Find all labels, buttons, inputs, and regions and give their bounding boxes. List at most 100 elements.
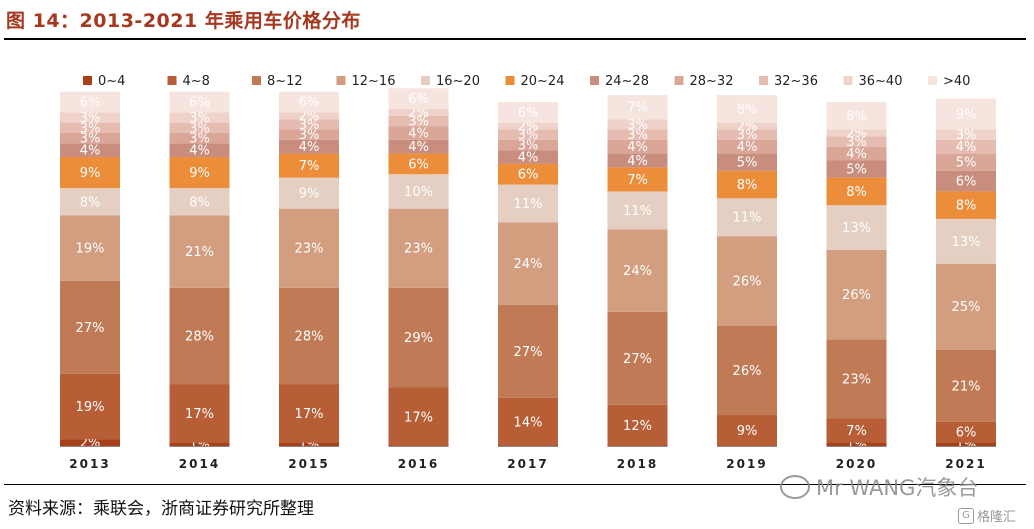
bar-segment — [279, 139, 339, 154]
x-tick-label: 2020 — [836, 457, 877, 471]
data-label: 4% — [737, 140, 758, 155]
data-label: 4% — [846, 147, 867, 162]
data-label: 3% — [189, 132, 210, 147]
bar-segment — [169, 188, 230, 216]
bar-segment — [388, 174, 449, 209]
legend-label: 32~36 — [774, 74, 818, 89]
bar-segment — [388, 115, 449, 127]
data-label: 13% — [842, 221, 871, 236]
legend-label: 24~28 — [605, 74, 649, 89]
title-divider — [4, 38, 1026, 40]
data-label: 11% — [514, 197, 543, 212]
bar-segment — [498, 122, 558, 130]
data-label: 8% — [846, 109, 867, 124]
legend-swatch — [928, 76, 937, 85]
x-tick-label: 2021 — [945, 457, 986, 471]
data-label: 4% — [956, 140, 977, 155]
bar-segment — [388, 108, 449, 116]
bar-segment — [607, 119, 668, 130]
bar-segment — [388, 88, 449, 109]
data-label: 7% — [627, 101, 648, 116]
bar-segment — [60, 157, 120, 188]
bar-segment — [936, 218, 996, 264]
data-label: 5% — [956, 156, 977, 171]
bar-segment — [60, 122, 120, 133]
data-label: 3% — [408, 114, 429, 129]
bar-segment — [936, 442, 996, 446]
bar-segment — [279, 153, 339, 178]
legend-label: 4~8 — [183, 74, 210, 89]
bar-segment — [717, 95, 777, 123]
watermark-text: Mr WANG汽象台 — [816, 476, 979, 500]
data-label: 17% — [404, 410, 433, 425]
bar-segment — [279, 384, 339, 443]
bar-segment — [498, 184, 558, 223]
data-label: 3% — [80, 121, 101, 136]
data-label: 4% — [80, 144, 101, 159]
bar-segment — [169, 132, 230, 144]
data-label: 3% — [518, 128, 539, 143]
bar-segment — [826, 205, 887, 250]
corner-logo-text: 格隆汇 — [977, 510, 1017, 525]
data-label: 2% — [408, 106, 429, 121]
bar-segment — [60, 215, 120, 281]
data-label: 6% — [956, 426, 977, 441]
corner-logo: G 格隆汇 — [958, 506, 1016, 525]
legend-label: 8~12 — [267, 74, 303, 89]
bar-segment — [279, 119, 339, 130]
legend-swatch — [674, 76, 684, 85]
bar-segment — [936, 349, 996, 422]
bar-segment — [936, 153, 996, 171]
bar-segment — [60, 112, 120, 123]
data-label: 2% — [518, 120, 539, 135]
legend-label: 12~16 — [352, 74, 396, 89]
data-label: 6% — [189, 96, 210, 111]
data-label: 23% — [404, 242, 433, 257]
bar-segment — [169, 112, 230, 123]
data-label: 2% — [846, 126, 867, 141]
data-label: 2% — [80, 436, 101, 451]
data-label: 17% — [295, 407, 324, 422]
data-label: 8% — [737, 102, 758, 117]
bar-segment — [717, 122, 777, 130]
bar-segment — [607, 167, 668, 192]
bar-segment — [279, 112, 339, 120]
bar-segment — [607, 311, 668, 405]
bar-segment — [279, 287, 339, 385]
x-tick-label: 2014 — [179, 457, 220, 471]
bar-segment — [607, 404, 668, 446]
data-label: 4% — [408, 126, 429, 141]
legend-swatch — [759, 76, 768, 85]
bar-segment — [936, 129, 996, 140]
data-label: 21% — [952, 379, 981, 394]
data-label: 27% — [514, 345, 543, 360]
data-label: 3% — [627, 128, 648, 143]
bar-segment — [498, 139, 558, 151]
data-label: 17% — [185, 407, 214, 422]
data-label: 26% — [842, 288, 871, 303]
bar-segment — [826, 177, 887, 206]
bar-segment — [717, 415, 777, 446]
bar-segment — [498, 102, 558, 123]
legend-swatch — [252, 76, 261, 85]
data-label: 8% — [956, 199, 977, 214]
data-label: 5% — [737, 156, 758, 171]
x-tick-label: 2016 — [398, 457, 439, 471]
bar-segment — [388, 153, 449, 175]
legend-label: 16~20 — [436, 74, 480, 89]
bar-segment — [607, 153, 668, 168]
data-label: 3% — [627, 118, 648, 133]
bar-segment — [607, 129, 668, 140]
data-label: 3% — [189, 121, 210, 136]
bar-segment — [498, 397, 558, 446]
data-label: 3% — [299, 128, 320, 143]
bar-segment — [717, 198, 777, 237]
bar-segment — [717, 153, 777, 171]
bar-segment — [498, 150, 558, 164]
legend-swatch — [590, 76, 599, 85]
data-label: 9% — [737, 424, 758, 439]
bar-segment — [717, 170, 777, 199]
bottom-divider — [4, 484, 1026, 485]
bar-segment — [498, 129, 558, 140]
bar-segment — [936, 98, 996, 130]
